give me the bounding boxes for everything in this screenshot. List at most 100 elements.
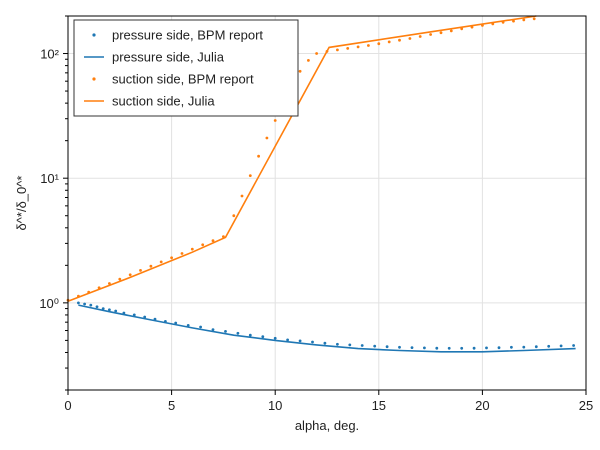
data-point — [522, 345, 526, 349]
data-point — [170, 256, 174, 260]
legend-label: pressure side, BPM report — [112, 28, 263, 43]
data-point — [248, 174, 252, 178]
data-point — [139, 269, 142, 272]
series-line — [67, 15, 537, 303]
data-point — [418, 35, 422, 38]
x-tick-label: 5 — [168, 398, 175, 413]
legend-label: suction side, Julia — [112, 94, 215, 109]
data-point — [83, 302, 86, 306]
data-point — [497, 346, 501, 350]
data-point — [128, 273, 132, 277]
data-point — [286, 338, 289, 342]
x-tick-label: 10 — [268, 398, 282, 413]
series-0 — [77, 301, 575, 350]
legend-item: pressure side, BPM report — [92, 28, 263, 43]
data-point — [315, 52, 318, 55]
data-point — [367, 44, 370, 47]
data-point — [261, 335, 265, 339]
series-line — [78, 304, 576, 353]
data-point — [547, 344, 551, 348]
data-point — [385, 345, 389, 349]
data-point — [95, 305, 99, 309]
data-point — [472, 346, 476, 350]
data-point — [201, 243, 205, 247]
data-point — [273, 119, 277, 122]
data-point — [232, 214, 236, 218]
data-point — [77, 301, 80, 305]
data-point — [387, 40, 391, 44]
data-point — [532, 17, 536, 21]
legend: pressure side, BPM report pressure side, … — [73, 19, 299, 117]
legend-item: pressure side, Julia — [84, 50, 225, 65]
data-point — [356, 45, 360, 49]
data-point — [429, 33, 432, 36]
data-point — [423, 346, 426, 350]
data-point — [522, 18, 526, 22]
data-point — [348, 343, 352, 347]
data-point — [559, 344, 563, 348]
x-tick-label: 15 — [372, 398, 386, 413]
x-tick-label: 0 — [64, 398, 71, 413]
data-point — [336, 48, 339, 52]
data-point — [118, 277, 122, 281]
series-1 — [78, 304, 576, 353]
data-point — [159, 260, 163, 264]
data-point — [257, 154, 260, 158]
data-point — [510, 345, 513, 349]
data-point — [449, 29, 453, 33]
legend-label: pressure side, Julia — [112, 50, 225, 65]
y-tick-label: 10¹ — [40, 171, 59, 186]
data-point — [373, 344, 377, 348]
data-point — [143, 315, 147, 319]
data-point — [211, 328, 215, 331]
data-point — [114, 309, 118, 313]
data-point — [460, 346, 464, 350]
y-tick-label: 10² — [40, 47, 59, 62]
y-axis-label: δ^*/δ_0^* — [14, 176, 29, 231]
data-point — [410, 346, 414, 349]
data-point — [180, 252, 184, 255]
legend-point-swatch — [92, 77, 96, 81]
data-point — [211, 239, 215, 243]
axis-ticks: 0 5 10 15 20 25 10⁰ 10¹ 10² — [39, 15, 593, 413]
data-point — [190, 247, 194, 251]
data-point — [408, 37, 412, 40]
legend-item: suction side, Julia — [84, 94, 215, 109]
x-axis-label: alpha, deg. — [295, 418, 359, 433]
legend-label: suction side, BPM report — [112, 72, 254, 87]
data-point — [240, 194, 244, 198]
data-point — [398, 38, 401, 42]
legend-item: suction side, BPM report — [92, 72, 254, 87]
data-point — [360, 344, 364, 347]
data-point — [224, 330, 227, 333]
data-point — [101, 307, 105, 310]
data-point — [377, 42, 381, 46]
data-point — [447, 346, 451, 350]
data-point — [398, 345, 401, 349]
data-point — [132, 313, 136, 317]
data-point — [485, 346, 488, 350]
data-point — [236, 331, 240, 335]
y-tick-label: 10⁰ — [39, 296, 59, 311]
data-point — [298, 69, 302, 73]
data-point — [534, 345, 538, 349]
data-point — [323, 341, 327, 345]
data-point — [512, 19, 515, 23]
plot-frame — [67, 15, 587, 391]
data-point — [265, 136, 269, 140]
data-point — [149, 264, 153, 268]
x-tick-label: 20 — [475, 398, 489, 413]
data-point — [108, 282, 111, 285]
data-point — [572, 344, 575, 347]
data-point — [186, 324, 190, 327]
legend-box — [73, 19, 299, 117]
data-point — [435, 346, 439, 350]
data-point — [108, 308, 111, 312]
data-point — [199, 325, 203, 329]
data-point — [439, 31, 443, 35]
series-3 — [67, 15, 537, 303]
x-tick-label: 25 — [579, 398, 593, 413]
data-point — [307, 59, 310, 62]
data-point — [248, 333, 252, 337]
